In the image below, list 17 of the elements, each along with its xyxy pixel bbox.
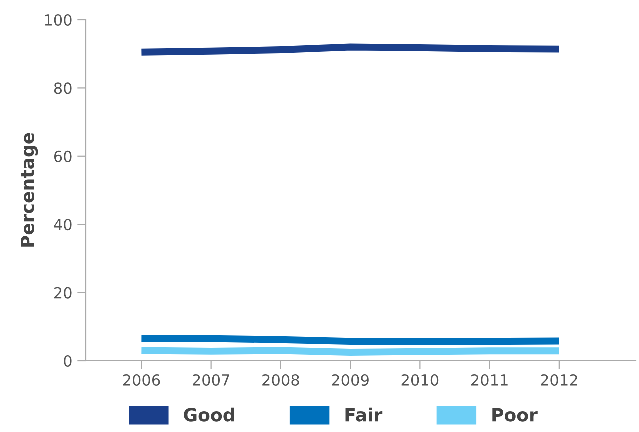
- x-tick-label: 2011: [471, 374, 508, 386]
- x-tick-label: 2010: [402, 374, 439, 386]
- legend-label: Good: [184, 408, 234, 422]
- legend-label: Poor: [492, 408, 538, 422]
- x-tick-label: 2012: [541, 374, 578, 386]
- y-tick-label: 20: [54, 287, 72, 299]
- y-axis-title: Percentage: [21, 133, 38, 247]
- legend-label: Fair: [346, 408, 383, 422]
- y-tick-label: 60: [54, 150, 72, 162]
- y-tick-label: 40: [54, 219, 72, 231]
- y-tick-label: 0: [64, 355, 72, 368]
- x-tick-label: 2006: [123, 374, 160, 386]
- y-tick-label: 100: [45, 14, 72, 26]
- x-tick-label: 2009: [332, 374, 369, 386]
- x-tick-label: 2008: [262, 374, 300, 386]
- y-tick-label: 80: [54, 82, 72, 94]
- x-tick-label: 2007: [192, 374, 230, 386]
